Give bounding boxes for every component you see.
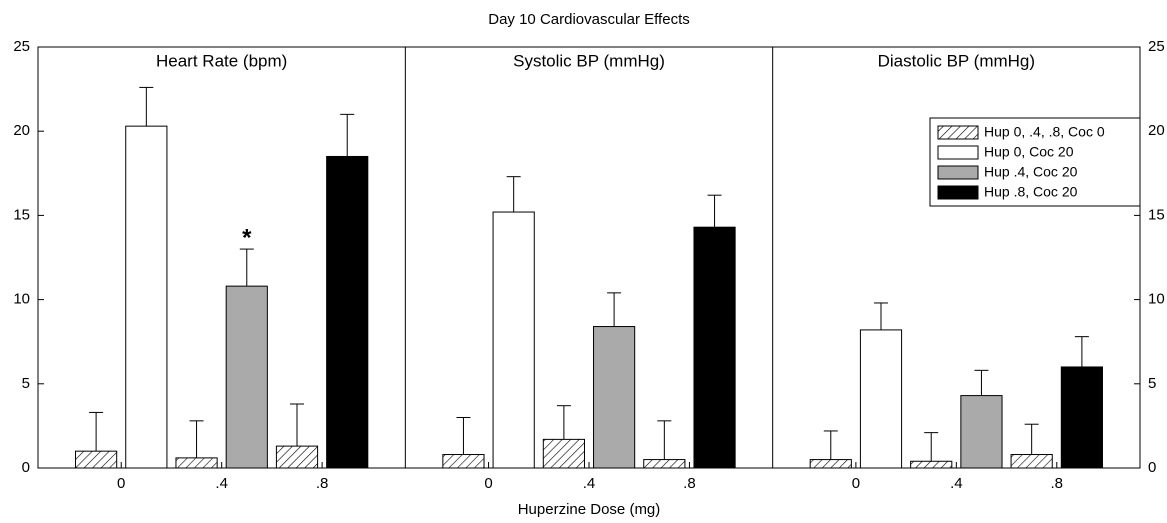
x-tick-label: .8 <box>683 475 696 492</box>
bar <box>859 329 903 469</box>
legend-label: Hup 0, .4, .8, Coc 0 <box>984 124 1105 140</box>
x-tick-label: 0 <box>484 475 492 492</box>
legend-label: Hup .4, Coc 20 <box>984 164 1078 180</box>
bar <box>542 438 585 469</box>
y2-tick-label: 5 <box>1148 375 1156 392</box>
bar <box>643 459 686 469</box>
bar <box>75 450 118 469</box>
y-tick-label: 20 <box>13 122 30 139</box>
y2-tick-label: 10 <box>1148 291 1165 308</box>
bar <box>693 226 736 469</box>
bar <box>125 125 168 469</box>
bar <box>326 155 369 469</box>
x-tick-label: .4 <box>583 475 596 492</box>
y-tick-label: 0 <box>22 459 30 476</box>
x-tick-label: .8 <box>1051 475 1064 492</box>
y2-tick-label: 0 <box>1148 459 1156 476</box>
bar <box>275 445 319 469</box>
x-tick-label: .8 <box>316 475 329 492</box>
x-tick-label: .4 <box>950 475 963 492</box>
bar <box>593 326 636 469</box>
panel-title: Systolic BP (mmHg) <box>513 51 665 70</box>
y2-tick-label: 15 <box>1148 206 1165 223</box>
bar <box>442 454 485 469</box>
y-tick-label: 10 <box>13 291 30 308</box>
bar <box>1060 366 1103 469</box>
legend-swatch <box>937 185 979 200</box>
x-tick-label: .4 <box>215 475 228 492</box>
bar <box>910 460 953 469</box>
legend-label: Hup 0, Coc 20 <box>984 144 1074 160</box>
chart-title: Day 10 Cardiovascular Effects <box>488 11 689 28</box>
x-tick-label: 0 <box>117 475 125 492</box>
panel-title: Heart Rate (bpm) <box>156 51 287 70</box>
annotation: * <box>242 224 252 251</box>
panel-title: Diastolic BP (mmHg) <box>878 51 1035 70</box>
x-axis-label: Huperzine Dose (mg) <box>518 501 661 518</box>
bar <box>225 285 268 469</box>
legend-swatch <box>937 125 979 140</box>
bar <box>809 459 852 469</box>
bar <box>960 395 1003 469</box>
y-tick-label: 25 <box>13 38 30 55</box>
y-tick-label: 5 <box>22 375 30 392</box>
bar <box>1010 454 1053 469</box>
legend-swatch <box>937 145 979 160</box>
x-tick-label: 0 <box>852 475 860 492</box>
bar <box>175 457 218 469</box>
y-tick-label: 15 <box>13 206 30 223</box>
bar <box>492 211 535 469</box>
y2-tick-label: 20 <box>1148 122 1165 139</box>
legend-swatch <box>937 165 979 180</box>
y2-tick-label: 25 <box>1148 38 1165 55</box>
legend-label: Hup .8, Coc 20 <box>984 184 1078 200</box>
